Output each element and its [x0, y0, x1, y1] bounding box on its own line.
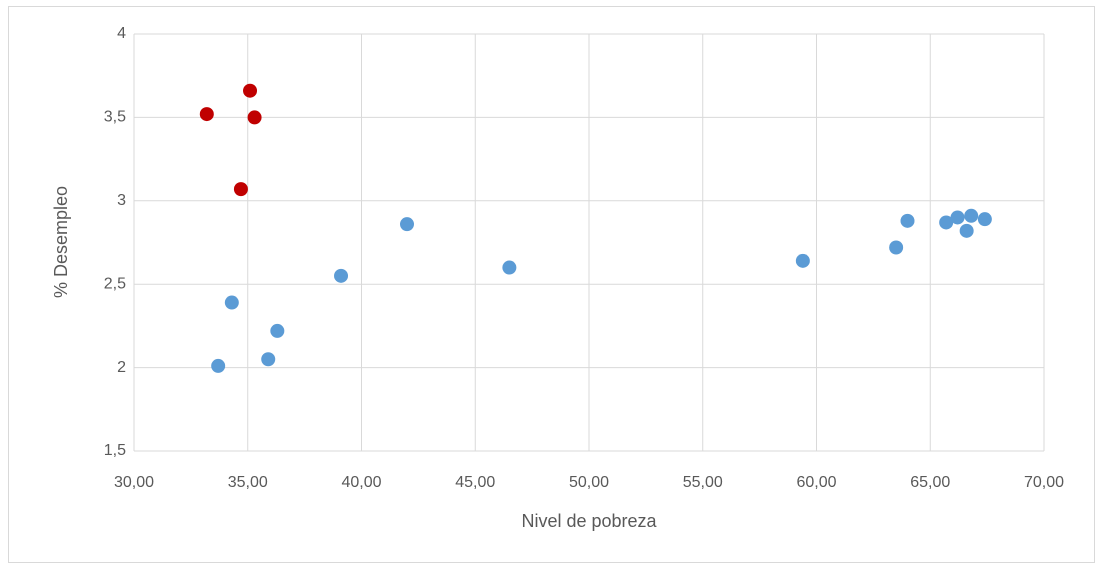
point [224, 295, 239, 310]
point [243, 83, 258, 98]
point [270, 323, 285, 338]
x-tick-label: 70,00 [1024, 474, 1064, 491]
point [502, 260, 517, 275]
point [900, 213, 915, 228]
x-tick-label: 40,00 [341, 474, 381, 491]
point [795, 253, 810, 268]
y-tick-label: 3,5 [104, 109, 126, 126]
point [950, 210, 965, 225]
x-tick-label: 50,00 [569, 474, 609, 491]
point [261, 352, 276, 367]
x-tick-label: 30,00 [114, 474, 154, 491]
point [211, 358, 226, 373]
y-tick-label: 1,5 [104, 442, 126, 459]
point [977, 212, 992, 227]
point [199, 107, 214, 122]
point [247, 110, 262, 125]
x-tick-label: 45,00 [455, 474, 495, 491]
y-tick-label: 4 [117, 25, 126, 42]
point [959, 223, 974, 238]
y-axis-title: % Desempleo [51, 186, 71, 298]
point [889, 240, 904, 255]
x-axis-title: Nivel de pobreza [521, 511, 657, 531]
y-tick-label: 2,5 [104, 275, 126, 292]
y-tick-label: 3 [117, 192, 126, 209]
y-tick-label: 2 [117, 359, 126, 376]
point [400, 217, 414, 232]
x-tick-label: 35,00 [228, 474, 268, 491]
point [233, 182, 248, 197]
point [334, 268, 349, 283]
x-tick-label: 65,00 [910, 474, 950, 491]
point [964, 208, 979, 223]
x-tick-label: 55,00 [683, 474, 723, 491]
point [939, 215, 954, 230]
x-tick-label: 60,00 [796, 474, 836, 491]
